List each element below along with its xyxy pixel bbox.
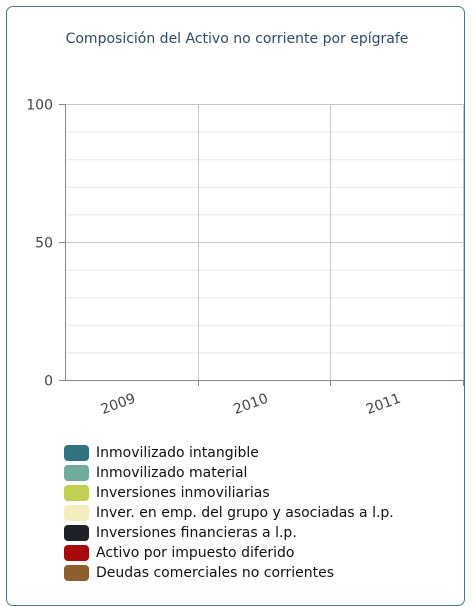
legend-label: Inver. en emp. del grupo y asociadas a l… bbox=[96, 505, 394, 521]
legend-label: Inversiones inmoviliarias bbox=[96, 485, 270, 501]
legend-label: Activo por impuesto diferido bbox=[96, 545, 295, 561]
legend: Inmovilizado intangible Inmovilizado mate… bbox=[64, 443, 394, 583]
y-tick-label: 0 bbox=[44, 374, 53, 390]
y-tick-label: 50 bbox=[35, 236, 53, 252]
legend-label: Deudas comerciales no corrientes bbox=[96, 565, 335, 581]
legend-swatch bbox=[64, 525, 89, 541]
legend-item: Inmovilizado material bbox=[64, 463, 394, 483]
x-tick-label: 2011 bbox=[364, 391, 403, 418]
legend-item: Deudas comerciales no corrientes bbox=[64, 563, 394, 583]
y-tick-label: 100 bbox=[26, 98, 53, 114]
legend-swatch bbox=[64, 445, 89, 461]
legend-item: Inmovilizado intangible bbox=[64, 443, 394, 463]
axes bbox=[65, 104, 463, 381]
legend-swatch bbox=[64, 545, 89, 561]
x-tick-label: 2010 bbox=[231, 391, 270, 418]
legend-swatch bbox=[64, 565, 89, 581]
legend-label: Inversiones financieras a l.p. bbox=[96, 525, 297, 541]
legend-label: Inmovilizado material bbox=[96, 465, 248, 481]
legend-item: Inver. en emp. del grupo y asociadas a l… bbox=[64, 503, 394, 523]
x-tick-label: 2009 bbox=[99, 391, 138, 418]
legend-label: Inmovilizado intangible bbox=[96, 445, 259, 461]
legend-item: Inversiones inmoviliarias bbox=[64, 483, 394, 503]
legend-item: Inversiones financieras a l.p. bbox=[64, 523, 394, 543]
grid-lines bbox=[65, 104, 464, 381]
chart-title: Composición del Activo no corriente por … bbox=[65, 31, 409, 47]
legend-item: Activo por impuesto diferido bbox=[64, 543, 394, 563]
legend-swatch bbox=[64, 485, 89, 501]
legend-swatch bbox=[64, 465, 89, 481]
x-ticks: 2009 2010 2011 bbox=[99, 380, 464, 418]
y-ticks: 0 50 100 bbox=[26, 98, 65, 390]
legend-swatch bbox=[64, 505, 89, 521]
chart-plot: 0 50 100 2009 2010 2011 bbox=[26, 98, 464, 418]
